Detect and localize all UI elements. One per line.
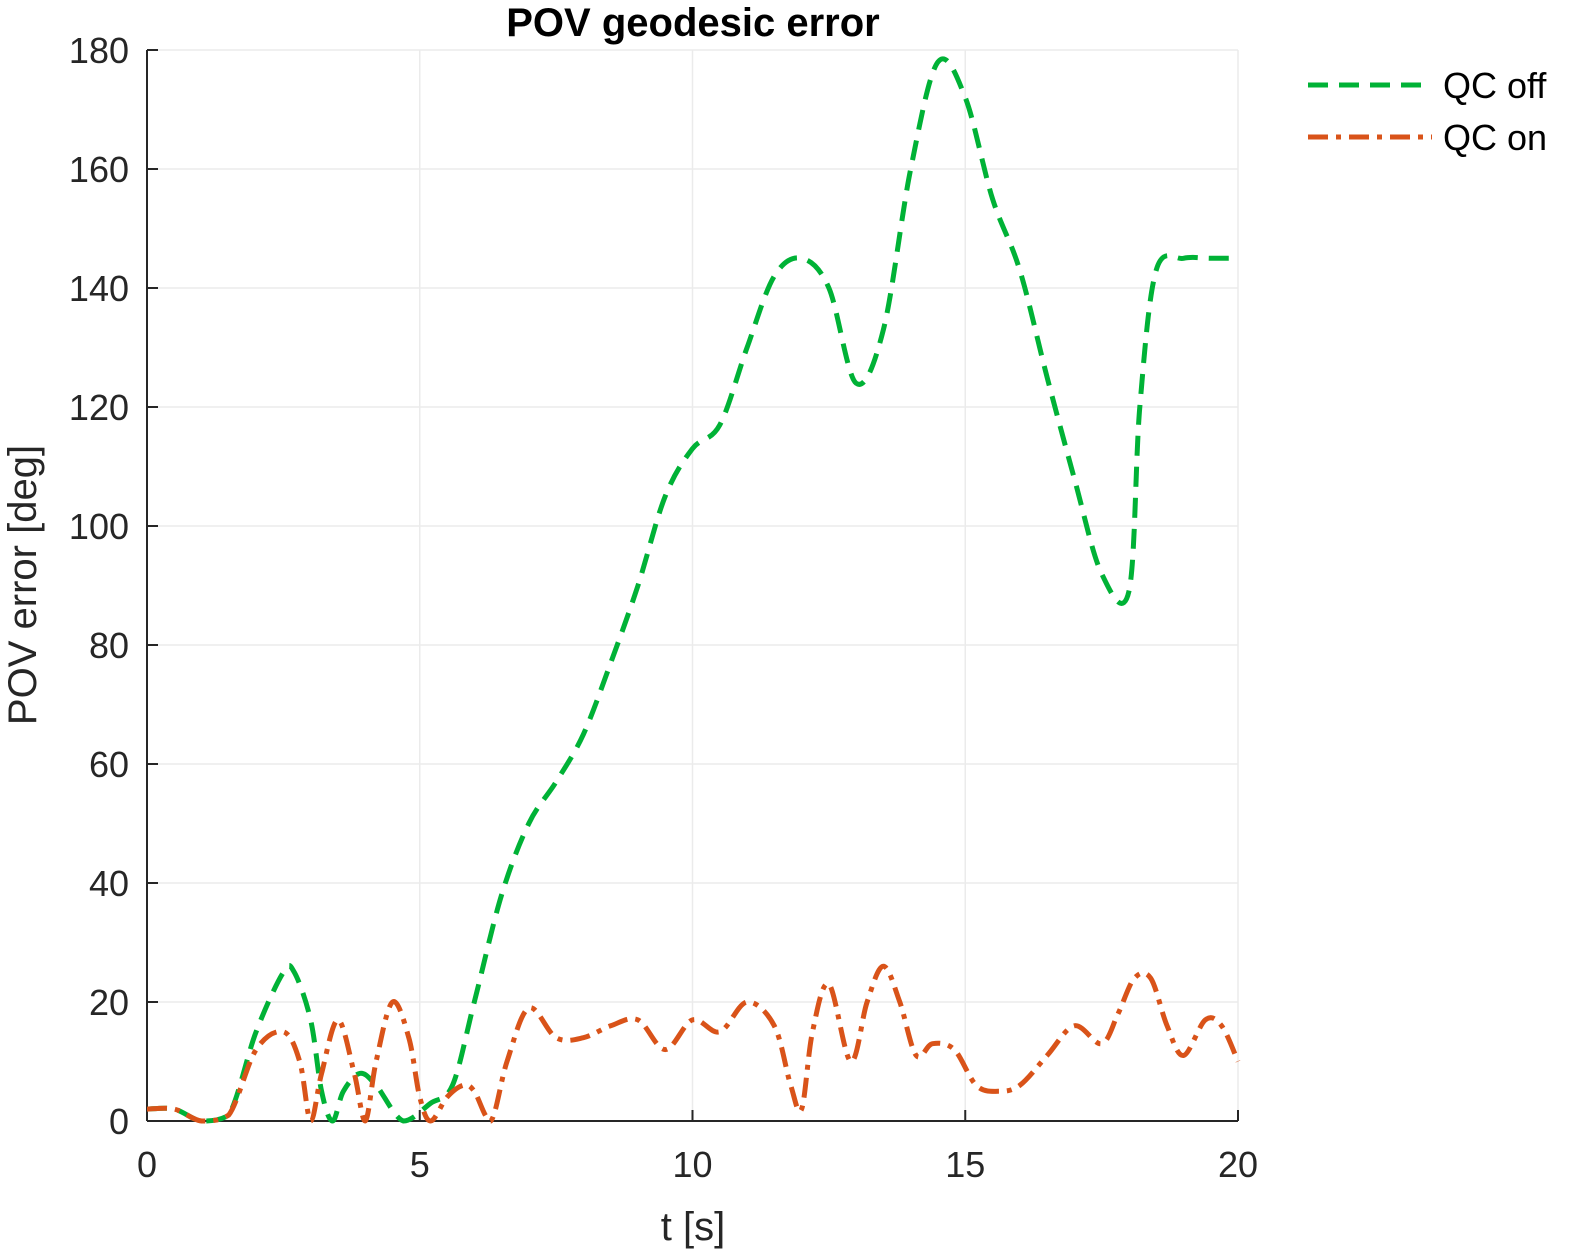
chart-title: POV geodesic error [506, 1, 879, 45]
x-tick-label: 10 [672, 1144, 712, 1185]
y-tick-label: 0 [109, 1101, 129, 1142]
y-tick-label: 100 [69, 506, 129, 547]
x-tick-label: 15 [945, 1144, 985, 1185]
series-lines [146, 56, 1241, 1124]
series-line-qc-on [146, 963, 1241, 1124]
y-tick-label: 40 [89, 863, 129, 904]
legend-label-qc-on: QC on [1443, 117, 1547, 158]
legend: QC off QC on [1308, 65, 1547, 158]
y-tick-label: 120 [69, 387, 129, 428]
y-tick-label: 80 [89, 625, 129, 666]
y-tick-label: 20 [89, 982, 129, 1023]
grid [146, 49, 1239, 1122]
x-axis-label: t [s] [661, 1205, 725, 1249]
legend-label-qc-off: QC off [1443, 65, 1547, 106]
y-tick-label: 140 [69, 268, 129, 309]
x-tick-label: 5 [410, 1144, 430, 1185]
x-tick-label: 0 [137, 1144, 157, 1185]
tick-labels: 0 5 10 15 20 0 20 40 60 80 100 120 140 160 180 [69, 30, 1258, 1185]
series-line-qc-off [146, 56, 1238, 1124]
y-tick-label: 180 [69, 30, 129, 71]
y-tick-label: 160 [69, 149, 129, 190]
y-tick-label: 60 [89, 744, 129, 785]
y-axis-label: POV error [deg] [1, 445, 45, 725]
x-tick-label: 20 [1218, 1144, 1258, 1185]
